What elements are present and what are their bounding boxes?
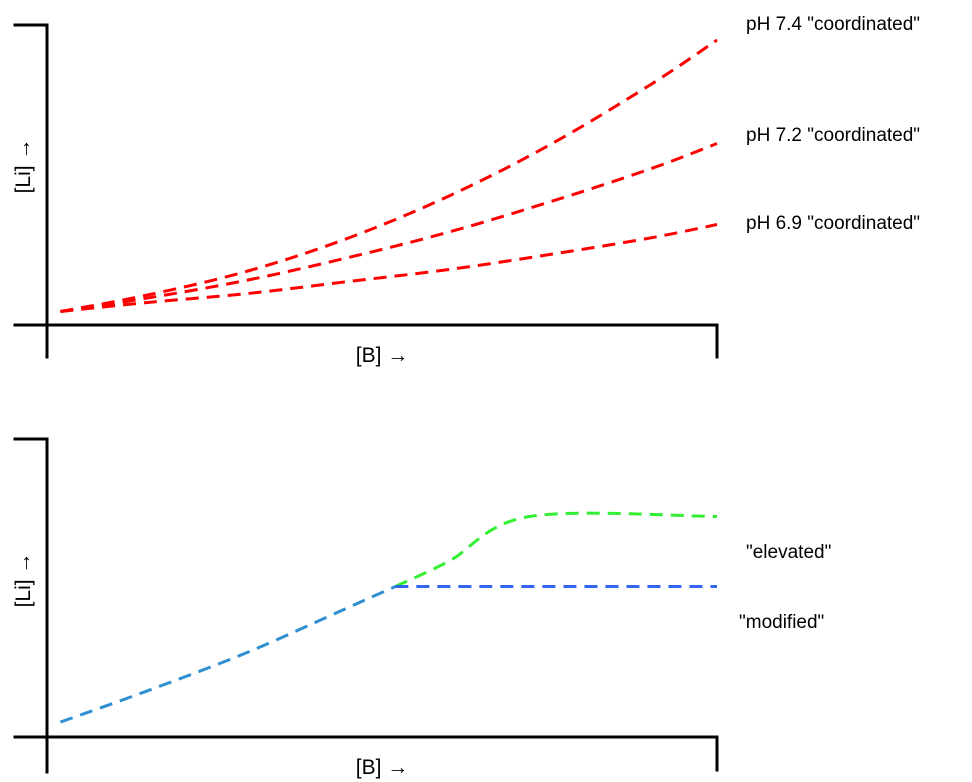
- chart-bottom: [B] → [Li] → "elevated" "modified": [12, 437, 831, 779]
- bottom-y-axis-label: [Li] →: [12, 553, 35, 608]
- top-series-layer: [60, 38, 718, 313]
- bottom-x-axis: [13, 735, 719, 772]
- bottom-series-layer: [59, 511, 718, 724]
- bottom-series-line-0: [59, 585, 397, 724]
- top-x-axis: [13, 323, 719, 359]
- top-y-axis-label: [Li] →: [12, 139, 35, 194]
- bottom-series-label: "modified": [739, 612, 824, 633]
- top-series-label: pH 7.2 "coordinated": [746, 125, 920, 146]
- chart-top: [B] → [Li] → pH 7.4 "coordinated" pH 7.2…: [12, 14, 920, 367]
- top-series-line-1: [60, 142, 718, 313]
- top-series-line-0: [60, 38, 718, 313]
- top-series-label: pH 6.9 "coordinated": [746, 213, 920, 234]
- top-series-label: pH 7.4 "coordinated": [746, 14, 920, 35]
- bottom-x-axis-label: [B] →: [356, 756, 409, 779]
- bottom-y-axis: [13, 437, 49, 774]
- bottom-series-line-1: [394, 511, 718, 588]
- bottom-series-label: "elevated": [746, 542, 831, 563]
- top-x-axis-label: [B] →: [356, 344, 409, 367]
- top-y-axis: [13, 23, 49, 359]
- top-series-line-2: [60, 223, 718, 313]
